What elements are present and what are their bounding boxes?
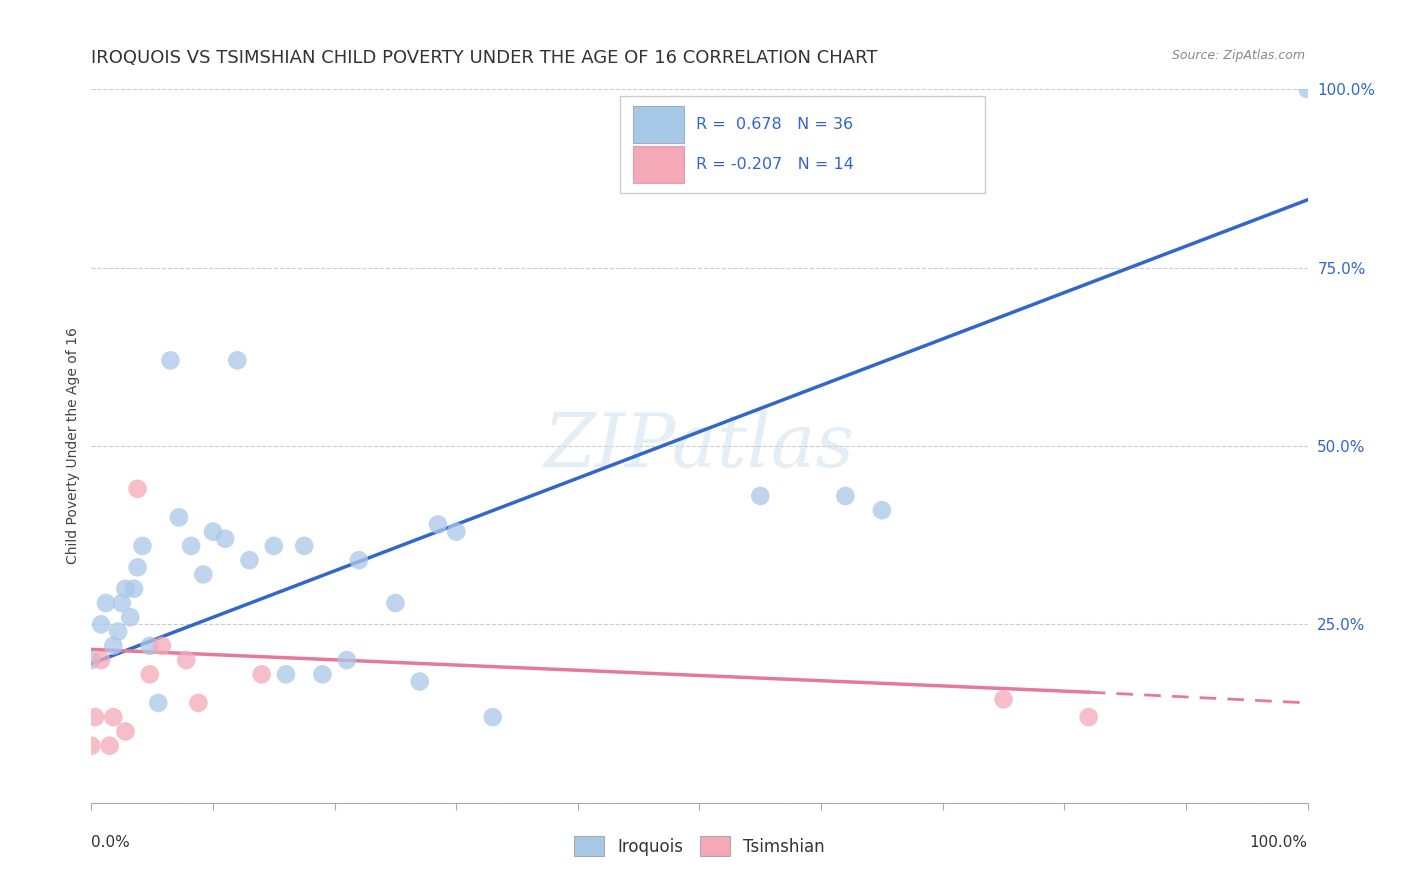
Point (238, 553, 260, 567)
Text: Source: ZipAtlas.com: Source: ZipAtlas.com (1171, 49, 1305, 62)
Point (111, 596, 134, 610)
Point (993, 692, 1015, 706)
Point (80, 653, 103, 667)
Point (122, 582, 145, 596)
Point (139, 639, 162, 653)
Point (427, 517, 450, 532)
Point (263, 539, 285, 553)
Point (214, 532, 236, 546)
Point (90, 653, 112, 667)
Point (180, 539, 202, 553)
Text: R =  0.678   N = 36: R = 0.678 N = 36 (696, 118, 853, 132)
Point (84, 710, 107, 724)
Point (90, 617, 112, 632)
Text: IROQUOIS VS TSIMSHIAN CHILD POVERTY UNDER THE AGE OF 16 CORRELATION CHART: IROQUOIS VS TSIMSHIAN CHILD POVERTY UNDE… (91, 49, 877, 67)
Point (444, 524, 467, 539)
Point (159, 353, 181, 368)
Point (834, 489, 856, 503)
Point (131, 539, 153, 553)
Point (167, 510, 190, 524)
Point (250, 667, 273, 681)
Point (1077, 710, 1099, 724)
Legend: Iroquois, Tsimshian: Iroquois, Tsimshian (568, 830, 831, 863)
Point (103, 639, 125, 653)
Text: ZIPatlas: ZIPatlas (544, 409, 855, 483)
Point (80, 739, 103, 753)
Point (274, 667, 297, 681)
FancyBboxPatch shape (633, 145, 683, 183)
Point (409, 674, 432, 689)
Point (187, 696, 209, 710)
Point (481, 710, 503, 724)
Text: 100.0%: 100.0% (1250, 836, 1308, 850)
Point (127, 560, 149, 574)
Point (114, 582, 136, 596)
FancyBboxPatch shape (620, 96, 986, 193)
Point (127, 482, 149, 496)
Point (150, 639, 173, 653)
Point (202, 524, 225, 539)
Point (193, 567, 215, 582)
Point (311, 667, 333, 681)
Text: 0.0%: 0.0% (91, 836, 131, 850)
Point (870, 503, 893, 517)
Point (94, 596, 117, 610)
Y-axis label: Child Poverty Under the Age of 16: Child Poverty Under the Age of 16 (66, 327, 80, 565)
Point (103, 710, 125, 724)
Point (174, 653, 197, 667)
Point (292, 539, 315, 553)
Point (114, 724, 136, 739)
Point (148, 696, 170, 710)
Text: R = -0.207   N = 14: R = -0.207 N = 14 (696, 157, 853, 171)
Point (226, 353, 249, 368)
Point (139, 667, 162, 681)
Point (120, 610, 142, 624)
Point (98, 739, 121, 753)
Point (1296, 82, 1319, 96)
Point (336, 653, 359, 667)
Point (384, 596, 406, 610)
Point (347, 553, 370, 567)
Point (107, 624, 129, 639)
Point (749, 489, 772, 503)
FancyBboxPatch shape (633, 106, 683, 144)
